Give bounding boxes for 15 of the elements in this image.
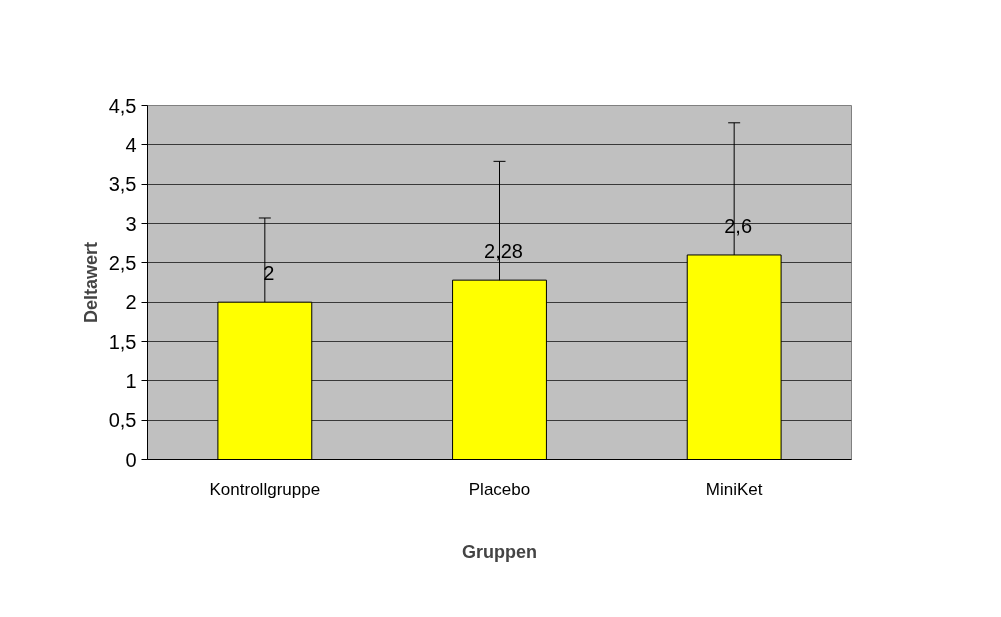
x-axis-title: Gruppen <box>462 541 537 562</box>
y-tick-label: 0 <box>125 448 137 471</box>
y-tick-label: 4,5 <box>108 94 137 117</box>
y-tick-label: 3 <box>125 212 137 235</box>
y-tick-label: 2 <box>125 291 137 314</box>
y-tick-label: 4 <box>125 133 137 156</box>
y-tick-label: 0,5 <box>108 409 137 432</box>
y-tick-label: 1,5 <box>108 330 137 353</box>
y-axis-title: Deltawert <box>80 241 101 324</box>
y-tick-label: 3,5 <box>108 173 137 196</box>
y-tick-label: 2,5 <box>108 251 137 274</box>
y-tick-label: 1 <box>125 369 137 392</box>
x-tick-label: Kontrollgruppe <box>209 479 321 499</box>
x-tick-label: Placebo <box>468 479 531 499</box>
x-tick-label: MiniKet <box>705 479 763 499</box>
